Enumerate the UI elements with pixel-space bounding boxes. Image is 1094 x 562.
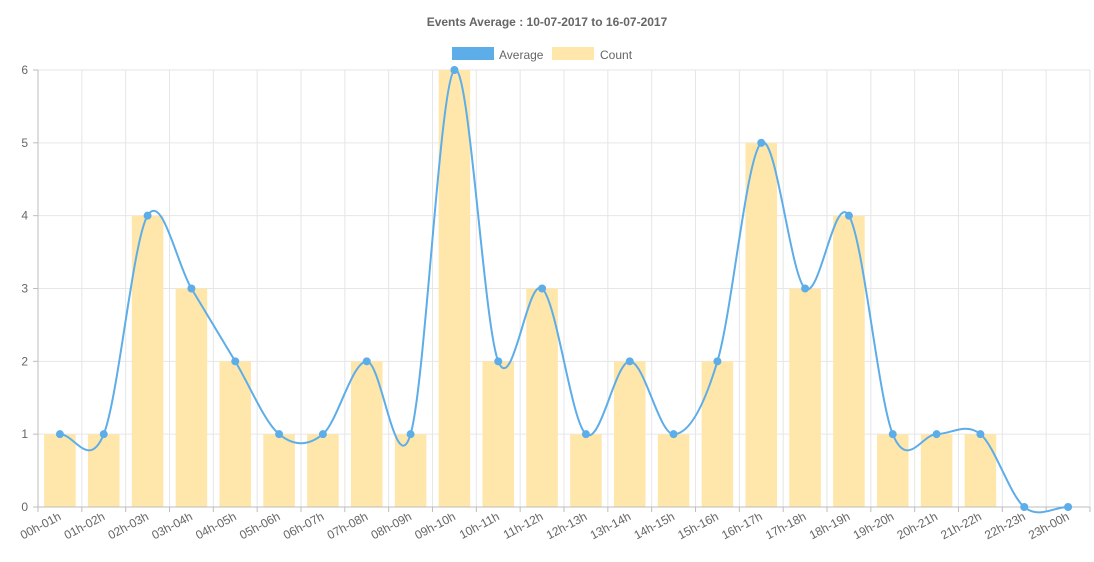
average-point xyxy=(406,430,415,439)
average-point xyxy=(625,357,634,366)
count-bar xyxy=(394,434,427,507)
average-point xyxy=(801,284,810,293)
count-bar xyxy=(701,361,734,507)
x-tick-label: 01h-02h xyxy=(62,509,107,542)
x-tick-label: 20h-21h xyxy=(895,509,940,542)
x-tick-label: 08h-09h xyxy=(369,509,414,542)
count-bar xyxy=(833,215,865,507)
x-tick-label: 05h-06h xyxy=(237,509,282,542)
average-point xyxy=(538,284,547,293)
count-bar xyxy=(44,434,76,507)
count-bar xyxy=(482,361,515,507)
average-point xyxy=(318,430,327,439)
x-tick-label: 06h-07h xyxy=(281,509,326,542)
legend-label-count: Count xyxy=(600,48,633,62)
average-point xyxy=(231,357,240,366)
y-tick-label: 0 xyxy=(21,500,28,514)
count-bars xyxy=(44,70,997,508)
average-point xyxy=(669,430,678,439)
chart-title: Events Average : 10-07-2017 to 16-07-201… xyxy=(427,15,668,29)
x-tick-label: 11h-12h xyxy=(501,509,546,542)
average-point xyxy=(757,138,766,147)
x-tick-label: 14h-15h xyxy=(632,509,677,542)
average-point xyxy=(1064,503,1073,511)
x-tick-label: 12h-13h xyxy=(544,509,589,542)
count-bar xyxy=(307,434,339,507)
y-tick-label: 1 xyxy=(21,427,28,441)
x-tick-label: 13h-14h xyxy=(588,509,633,542)
count-bar xyxy=(131,215,164,507)
legend-swatch-count xyxy=(552,47,594,60)
count-bar xyxy=(350,361,383,507)
legend-item-count[interactable]: Count xyxy=(552,47,633,62)
legend-label-average: Average xyxy=(499,48,544,62)
y-tick-label: 3 xyxy=(21,282,28,296)
y-axis-ticks: 0 1 2 3 4 5 6 xyxy=(21,63,28,514)
count-bar xyxy=(438,70,471,507)
x-tick-label: 04h-05h xyxy=(193,509,238,542)
average-point xyxy=(143,211,152,220)
average-point xyxy=(362,357,371,366)
x-tick-label: 23h-00h xyxy=(1026,509,1071,542)
x-tick-label: 10h-11h xyxy=(457,509,502,542)
average-point xyxy=(932,430,941,439)
average-point xyxy=(99,430,108,439)
x-tick-label: 18h-19h xyxy=(807,509,852,542)
y-tick-label: 2 xyxy=(21,354,28,368)
average-point xyxy=(844,211,853,220)
average-point xyxy=(494,357,503,366)
x-tick-label: 21h-22h xyxy=(938,509,983,542)
grid xyxy=(37,69,1091,508)
axes xyxy=(33,69,1091,512)
x-tick-label: 15h-16h xyxy=(675,509,720,542)
average-point xyxy=(55,430,64,439)
average-point xyxy=(976,430,985,439)
count-bar xyxy=(789,288,821,507)
count-bar xyxy=(263,434,295,507)
average-point xyxy=(187,284,196,293)
x-tick-label: 19h-20h xyxy=(851,509,896,542)
x-tick-label: 00h-01h xyxy=(18,509,63,542)
count-bar xyxy=(570,434,602,507)
count-bar xyxy=(876,434,909,507)
x-tick-label: 03h-04h xyxy=(149,509,194,542)
count-bar xyxy=(920,434,953,507)
x-tick-label: 07h-08h xyxy=(325,509,370,542)
legend: Average Count xyxy=(452,47,633,62)
x-tick-label: 09h-10h xyxy=(412,509,457,542)
count-bar xyxy=(964,434,997,507)
y-tick-label: 5 xyxy=(21,136,28,150)
average-point xyxy=(450,66,459,74)
average-point xyxy=(888,430,897,439)
y-tick-label: 4 xyxy=(21,209,28,223)
average-points xyxy=(55,66,1073,511)
y-tick-label: 6 xyxy=(21,63,28,77)
average-point xyxy=(713,357,722,366)
count-bar xyxy=(657,434,690,507)
x-axis-ticks: 00h-01h01h-02h02h-03h03h-04h04h-05h05h-0… xyxy=(18,509,1072,542)
x-tick-label: 22h-23h xyxy=(982,509,1027,542)
count-bar xyxy=(175,288,208,507)
x-tick-label: 16h-17h xyxy=(719,509,764,542)
average-point xyxy=(275,430,284,439)
count-bar xyxy=(745,142,778,508)
x-tick-label: 17h-18h xyxy=(763,509,808,542)
count-bar xyxy=(87,434,120,507)
count-bar xyxy=(613,361,646,507)
legend-swatch-average xyxy=(452,47,494,60)
x-tick-label: 02h-03h xyxy=(106,509,151,542)
average-point xyxy=(1020,503,1029,511)
legend-item-average[interactable]: Average xyxy=(452,47,544,62)
count-bar xyxy=(526,288,558,507)
average-point xyxy=(581,430,590,439)
count-bar xyxy=(219,361,252,507)
